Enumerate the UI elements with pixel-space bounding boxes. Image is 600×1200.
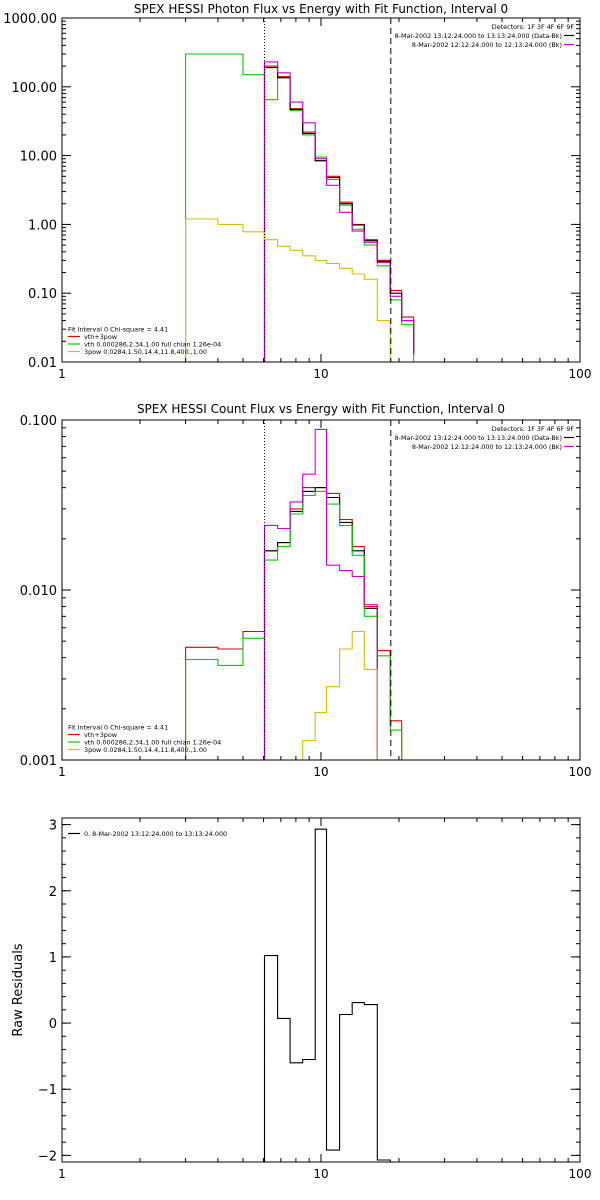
- y-tick-label: 0.010: [20, 584, 57, 599]
- legend-entry: vth 0.000286,2.34,1.00 full chian 1.26e-…: [84, 739, 221, 747]
- y-tick-label: −1: [38, 1083, 57, 1098]
- chart-title: SPEX HESSI Count Flux vs Energy with Fit…: [137, 402, 505, 416]
- series-line-0: [185, 53, 415, 362]
- x-tick-label: 10: [313, 367, 328, 381]
- x-tick-label: 1: [58, 1167, 66, 1181]
- legend-entry: 0. 8-Mar-2002 13:12:24.000 to 13:13:24.0…: [84, 830, 227, 838]
- y-tick-label: 0.01: [28, 356, 57, 371]
- y-tick-label: 10.00: [20, 150, 57, 165]
- series-line-0: [185, 487, 403, 760]
- series-line-2: [263, 67, 415, 362]
- x-tick-label: 10: [313, 765, 328, 779]
- y-tick-label: 1.00: [28, 218, 57, 233]
- legend-entry: 3pow 0.0284,1.50,14.4,11.8,400.,1.00: [84, 746, 207, 754]
- series-line-1: [263, 487, 378, 760]
- header-line: Detectors: 1F 3F 4F 6F 9F: [492, 425, 575, 433]
- header-line: 8-Mar-2002 12:12:24.000 to 12:13:24.000 …: [412, 443, 562, 451]
- plot-frame: [61, 817, 581, 1163]
- legend-entry: Fit Interval 0 Chi-square = 4.41: [68, 326, 168, 334]
- series-line-2: [185, 490, 403, 760]
- y-tick-label: 3: [49, 819, 57, 834]
- legend-entry: vth+3pow: [84, 333, 117, 341]
- series-line-1: [263, 65, 415, 362]
- y-axis-label: Raw Residuals: [11, 943, 26, 1036]
- legend-entry: Fit Interval 0 Chi-square = 4.41: [68, 724, 168, 732]
- x-tick-label: 100: [569, 1167, 592, 1181]
- header-line: 8-Mar-2002 13:12:24.000 to 13:13:24.000 …: [395, 434, 562, 442]
- y-tick-label: 2: [49, 885, 57, 900]
- y-tick-label: 0.001: [20, 754, 57, 769]
- legend-entry: 3pow 0.0284,1.50,14.4,11.8,400.,1.00: [84, 348, 207, 356]
- residuals-panel: 1 10 100 −2 −1 0 1 2 3 Raw Residuals 0. 8-Mar-2002…: [11, 817, 592, 1181]
- y-tick-label: 1000.00: [3, 12, 57, 27]
- x-tick-label: 1: [58, 367, 66, 381]
- y-tick-label: 0: [49, 1017, 57, 1032]
- series-line-4: [185, 218, 402, 363]
- y-tick-label: 1: [49, 951, 57, 966]
- count-flux-panel: SPEX HESSI Count Flux vs Energy with Fit…: [20, 402, 592, 779]
- series-line-0: [263, 828, 391, 1162]
- legend-entry: vth+3pow: [84, 731, 117, 739]
- x-tick-label: 10: [313, 1167, 328, 1181]
- y-tick-label: −2: [38, 1149, 57, 1164]
- y-tick-label: 0.100: [20, 414, 57, 429]
- y-tick-label: 100.00: [12, 81, 58, 96]
- header-line: 8-Mar-2002 13:12:24.000 to 13:13:24.000 …: [395, 32, 562, 40]
- series-line-3: [263, 61, 415, 362]
- header-line: Detectors: 1F 3F 4F 6F 9F: [492, 23, 575, 31]
- series-line-4: [302, 630, 391, 761]
- y-tick-label: 0.10: [28, 287, 57, 302]
- plot-frame: [61, 17, 581, 363]
- chart-title: SPEX HESSI Photon Flux vs Energy with Fi…: [134, 2, 508, 16]
- series-line-3: [263, 428, 378, 760]
- legend-entry: vth 0.000286,2.34,1.00 full chian 1.26e-…: [84, 341, 221, 349]
- plot-frame: [61, 419, 581, 761]
- x-tick-label: 100: [569, 765, 592, 779]
- x-tick-label: 1: [58, 765, 66, 779]
- photon-flux-panel: SPEX HESSI Photon Flux vs Energy with Fi…: [3, 2, 591, 381]
- header-line: 8-Mar-2002 12:12:24.000 to 12:13:24.000 …: [412, 41, 562, 49]
- x-tick-label: 100: [569, 367, 592, 381]
